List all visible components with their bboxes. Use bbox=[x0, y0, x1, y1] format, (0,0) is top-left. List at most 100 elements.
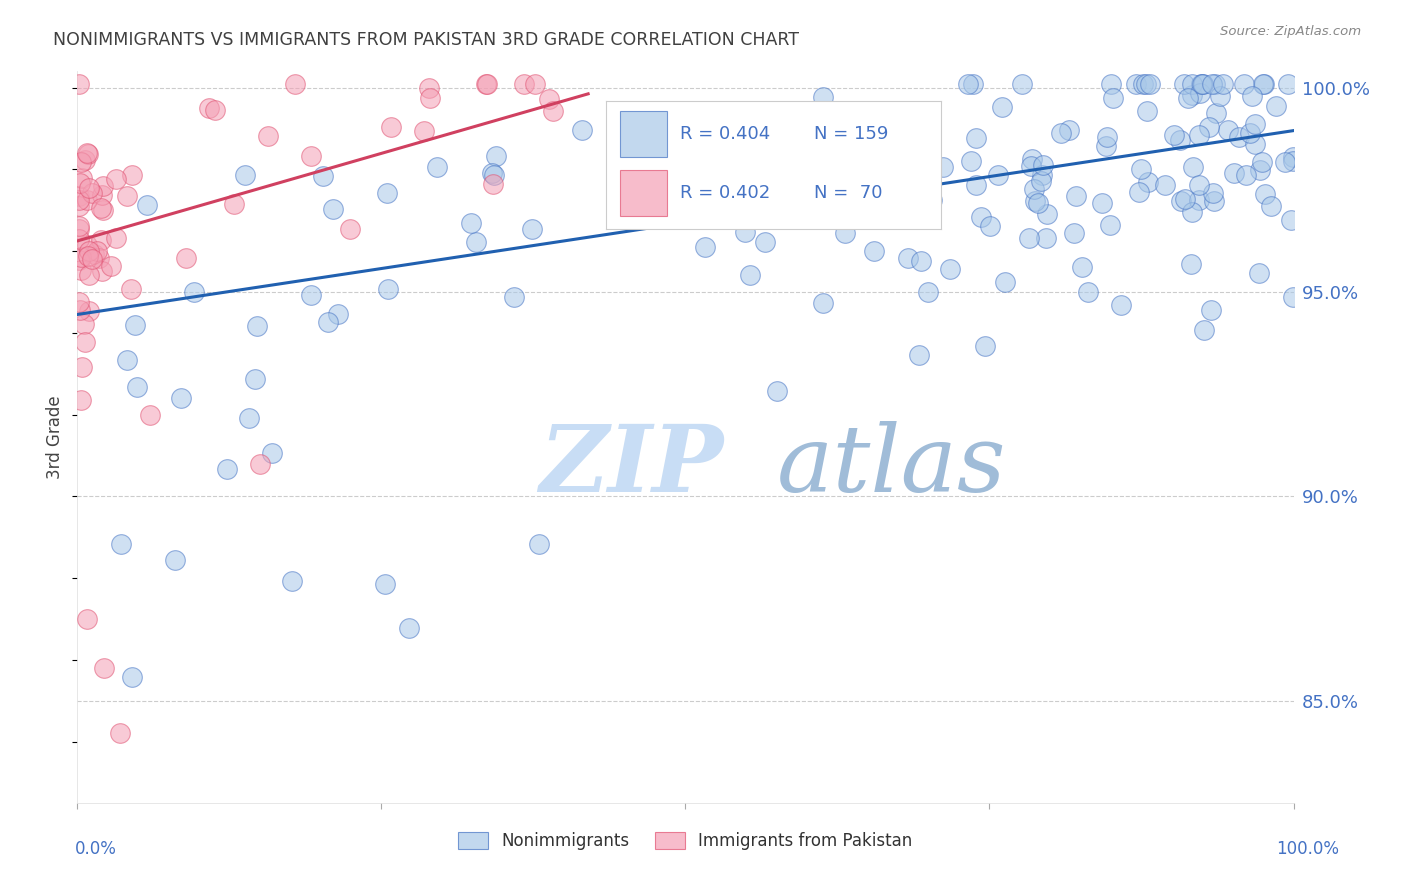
Point bbox=[1188, 193, 1211, 207]
Point bbox=[73, 153, 96, 167]
Point bbox=[281, 574, 304, 589]
Point bbox=[104, 171, 127, 186]
Point bbox=[1173, 77, 1195, 91]
Point bbox=[1274, 154, 1296, 169]
Point bbox=[108, 726, 131, 740]
Point bbox=[76, 193, 98, 207]
Point bbox=[738, 268, 761, 282]
Point bbox=[686, 176, 709, 190]
Point bbox=[1099, 218, 1122, 232]
Point bbox=[1181, 88, 1204, 103]
Point bbox=[481, 166, 503, 180]
Point bbox=[834, 226, 856, 240]
Point bbox=[1139, 77, 1161, 91]
Point bbox=[1191, 77, 1213, 91]
Point bbox=[512, 77, 534, 91]
Point bbox=[766, 384, 789, 398]
Text: ZIP: ZIP bbox=[540, 421, 724, 511]
Point bbox=[77, 249, 100, 263]
Point bbox=[174, 251, 197, 265]
Point bbox=[1205, 105, 1227, 120]
Point bbox=[1244, 117, 1267, 131]
Point bbox=[374, 577, 396, 591]
Point bbox=[1181, 77, 1204, 91]
Point bbox=[1188, 86, 1211, 100]
Point bbox=[1125, 77, 1147, 91]
Point bbox=[76, 238, 98, 252]
Point bbox=[1021, 153, 1043, 167]
Point bbox=[77, 268, 100, 282]
Point bbox=[1198, 120, 1220, 135]
Point bbox=[987, 169, 1010, 183]
Point bbox=[1216, 123, 1239, 137]
Point bbox=[1247, 266, 1270, 280]
Point bbox=[1265, 99, 1288, 113]
Point bbox=[204, 103, 226, 118]
Point bbox=[994, 276, 1017, 290]
Point bbox=[484, 168, 506, 182]
Point bbox=[863, 244, 886, 259]
Point bbox=[1254, 186, 1277, 201]
Point bbox=[284, 77, 307, 91]
Point bbox=[796, 163, 818, 178]
Point bbox=[811, 150, 834, 164]
Point bbox=[86, 244, 108, 258]
Point bbox=[1279, 212, 1302, 227]
Point bbox=[110, 537, 132, 551]
Text: Source: ZipAtlas.com: Source: ZipAtlas.com bbox=[1220, 25, 1361, 38]
Point bbox=[183, 285, 205, 299]
Point bbox=[339, 222, 361, 236]
Point bbox=[375, 186, 398, 201]
Point bbox=[70, 392, 93, 407]
Point bbox=[921, 193, 943, 207]
Point bbox=[67, 199, 90, 213]
Point bbox=[1035, 207, 1057, 221]
Point bbox=[939, 261, 962, 276]
Point bbox=[1204, 77, 1226, 91]
Point bbox=[77, 244, 100, 259]
Point bbox=[67, 77, 90, 91]
Point bbox=[77, 181, 100, 195]
Point bbox=[73, 317, 96, 331]
Point bbox=[233, 168, 256, 182]
Point bbox=[1132, 77, 1154, 91]
Point bbox=[1136, 104, 1159, 119]
Point bbox=[1260, 198, 1282, 212]
Point bbox=[1163, 128, 1185, 143]
Point bbox=[965, 131, 987, 145]
Point bbox=[69, 176, 91, 190]
Point bbox=[1029, 173, 1052, 187]
Point bbox=[117, 353, 139, 368]
Point bbox=[198, 101, 221, 115]
Point bbox=[69, 262, 91, 277]
Point bbox=[419, 91, 441, 105]
Point bbox=[322, 202, 344, 216]
Point bbox=[523, 77, 546, 91]
Point bbox=[93, 661, 115, 675]
Point bbox=[974, 338, 997, 352]
Point bbox=[541, 104, 564, 119]
Point bbox=[734, 225, 756, 239]
Point bbox=[79, 304, 101, 318]
Point bbox=[1234, 168, 1257, 182]
Point bbox=[76, 612, 98, 626]
Point bbox=[328, 307, 350, 321]
Point bbox=[957, 77, 980, 91]
Point bbox=[1168, 133, 1191, 147]
Point bbox=[238, 410, 260, 425]
Point bbox=[815, 209, 838, 223]
Point bbox=[1170, 194, 1192, 208]
Point bbox=[67, 295, 90, 310]
Point bbox=[262, 445, 284, 459]
Point bbox=[1099, 77, 1122, 91]
Point bbox=[1026, 196, 1049, 211]
Point bbox=[485, 149, 508, 163]
Point bbox=[87, 251, 110, 265]
Point bbox=[104, 231, 127, 245]
Point bbox=[1204, 194, 1226, 208]
Point bbox=[1277, 77, 1299, 91]
Point bbox=[907, 207, 929, 221]
Point bbox=[1251, 77, 1274, 91]
Y-axis label: 3rd Grade: 3rd Grade bbox=[46, 395, 65, 479]
Text: NONIMMIGRANTS VS IMMIGRANTS FROM PAKISTAN 3RD GRADE CORRELATION CHART: NONIMMIGRANTS VS IMMIGRANTS FROM PAKISTA… bbox=[53, 31, 800, 49]
